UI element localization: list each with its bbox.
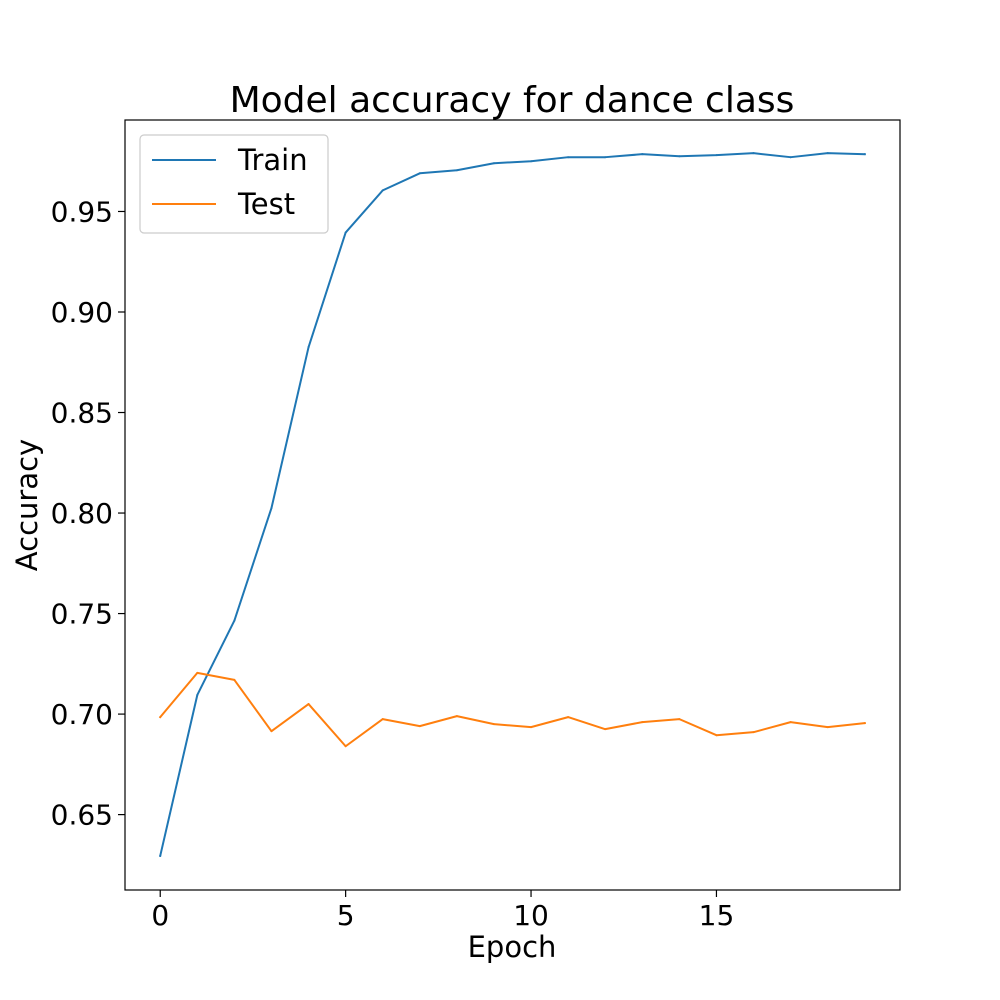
y-tick-label: 0.85 [51,397,113,430]
test-series-line [158,671,866,748]
train-point [641,153,644,156]
plot-area [158,152,866,858]
test-point [381,718,384,721]
train-point [196,693,199,696]
train-point [307,346,310,349]
y-axis-label: Accuracy [10,439,44,571]
test-point [604,728,607,731]
train-point [344,231,347,234]
y-tick-label: 0.90 [51,296,113,329]
train-point [233,619,236,622]
legend: Train Test [139,134,329,234]
test-point [826,726,829,729]
train-point [530,160,533,163]
test-point [567,716,570,719]
test-point [344,745,347,748]
train-point [567,156,570,159]
test-point [270,730,273,733]
test-point [455,715,458,718]
train-point [455,169,458,172]
test-point [715,734,718,737]
y-tick-label: 0.80 [51,497,113,530]
test-point [789,721,792,724]
x-axis-label: Epoch [468,930,557,964]
y-tick-label: 0.75 [51,598,113,631]
x-tick-label: 0 [151,899,169,932]
train-point [863,153,866,156]
train-point [418,172,421,175]
train-point [678,155,681,158]
test-point [307,703,310,706]
chart-title: Model accuracy for dance class [230,80,795,121]
test-point [863,722,866,725]
test-point [752,731,755,734]
axes-frame [124,119,901,891]
test-point [678,718,681,721]
legend-train-label: Train [237,143,308,177]
train-point [492,162,495,165]
test-point [418,725,421,728]
test-point [159,716,162,719]
y-tick-label: 0.95 [51,195,113,228]
train-point [715,154,718,157]
train-point [752,152,755,155]
train-series-line [159,152,866,858]
y-axis-ticks: 0.65 0.70 0.75 0.80 0.85 0.90 0.95 [51,195,125,832]
train-point [789,156,792,159]
x-tick-label: 5 [337,899,355,932]
train-point [826,152,829,155]
train-point [270,507,273,510]
test-point [196,671,199,674]
x-tick-label: 15 [699,899,735,932]
x-tick-label: 10 [513,899,549,932]
y-tick-label: 0.65 [51,799,113,832]
x-axis-ticks: 0 5 10 15 [151,890,734,932]
test-point [492,723,495,726]
test-point [530,726,533,729]
train-point [604,156,607,159]
legend-test-label: Test [237,187,295,221]
test-point [233,678,236,681]
y-tick-label: 0.70 [51,698,113,731]
test-point [641,721,644,724]
train-point [159,854,162,857]
train-point [381,189,384,192]
